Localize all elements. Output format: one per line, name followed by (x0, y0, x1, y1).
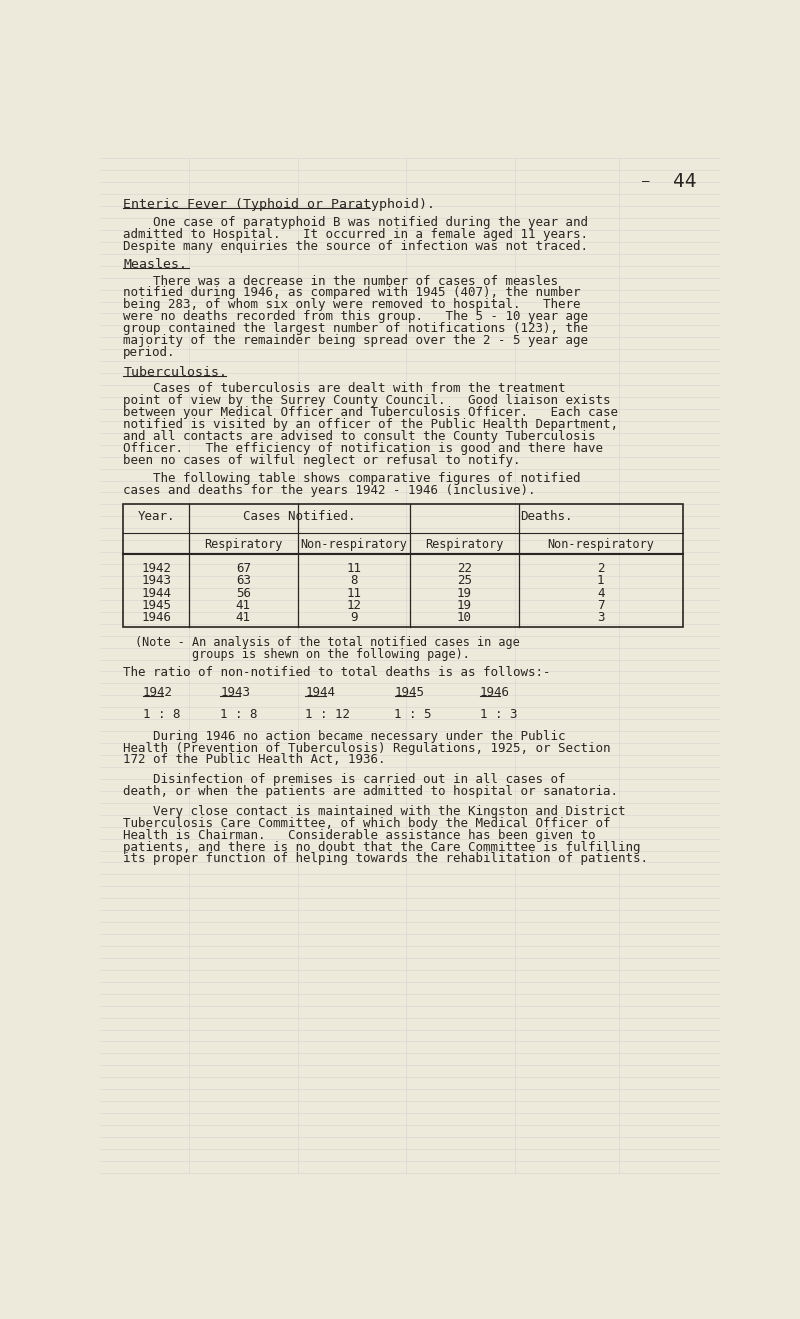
Text: Non-respiratory: Non-respiratory (300, 538, 407, 550)
Text: Measles.: Measles. (123, 259, 187, 270)
Text: 1 : 5: 1 : 5 (394, 708, 432, 721)
Text: point of view by the Surrey County Council.   Good liaison exists: point of view by the Surrey County Counc… (123, 394, 610, 408)
Text: 1943: 1943 (141, 575, 171, 587)
Text: Respiratory: Respiratory (204, 538, 282, 550)
Text: During 1946 no action became necessary under the Public: During 1946 no action became necessary u… (123, 729, 566, 743)
Text: notified is visited by an officer of the Public Health Department,: notified is visited by an officer of the… (123, 418, 618, 431)
Text: —: — (642, 175, 650, 189)
Text: 1943: 1943 (220, 686, 250, 699)
Text: 7: 7 (597, 599, 605, 612)
Text: There was a decrease in the number of cases of measles: There was a decrease in the number of ca… (123, 274, 558, 288)
Text: groups is shewn on the following page).: groups is shewn on the following page). (135, 648, 470, 661)
Text: 172 of the Public Health Act, 1936.: 172 of the Public Health Act, 1936. (123, 753, 386, 766)
Text: 41: 41 (236, 599, 251, 612)
Text: 56: 56 (236, 587, 251, 600)
Text: Very close contact is maintained with the Kingston and District: Very close contact is maintained with th… (123, 805, 626, 818)
Text: 9: 9 (350, 612, 358, 624)
Text: 25: 25 (457, 575, 472, 587)
Text: Enteric Fever (Typhoid or Paratyphoid).: Enteric Fever (Typhoid or Paratyphoid). (123, 198, 435, 211)
Text: its proper function of helping towards the rehabilitation of patients.: its proper function of helping towards t… (123, 852, 648, 865)
Text: The ratio of non-notified to total deaths is as follows:-: The ratio of non-notified to total death… (123, 666, 550, 679)
Text: 19: 19 (457, 587, 472, 600)
Text: 8: 8 (350, 575, 358, 587)
Text: Tuberculosis.: Tuberculosis. (123, 365, 227, 379)
Text: 4: 4 (597, 587, 605, 600)
Text: 1 : 12: 1 : 12 (306, 708, 350, 721)
Text: Despite many enquiries the source of infection was not traced.: Despite many enquiries the source of inf… (123, 240, 588, 253)
Text: Health (Prevention of Tuberculosis) Regulations, 1925, or Section: Health (Prevention of Tuberculosis) Regu… (123, 741, 610, 754)
Text: cases and deaths for the years 1942 - 1946 (inclusive).: cases and deaths for the years 1942 - 19… (123, 484, 536, 497)
Text: 67: 67 (236, 562, 251, 575)
Text: were no deaths recorded from this group.   The 5 - 10 year age: were no deaths recorded from this group.… (123, 310, 588, 323)
Text: 44: 44 (674, 173, 697, 191)
Text: 1942: 1942 (142, 686, 173, 699)
Text: group contained the largest number of notifications (123), the: group contained the largest number of no… (123, 322, 588, 335)
Text: Year.: Year. (138, 509, 175, 522)
Text: Non-respiratory: Non-respiratory (547, 538, 654, 550)
Text: 1945: 1945 (394, 686, 425, 699)
Text: 1945: 1945 (141, 599, 171, 612)
Text: admitted to Hospital.   It occurred in a female aged 11 years.: admitted to Hospital. It occurred in a f… (123, 228, 588, 241)
Text: 1 : 8: 1 : 8 (142, 708, 180, 721)
Text: One case of paratyphoid B was notified during the year and: One case of paratyphoid B was notified d… (123, 216, 588, 230)
Text: patients, and there is no doubt that the Care Committee is fulfilling: patients, and there is no doubt that the… (123, 840, 641, 853)
Text: 3: 3 (597, 612, 605, 624)
Text: Cases of tuberculosis are dealt with from the treatment: Cases of tuberculosis are dealt with fro… (123, 383, 566, 396)
Text: 19: 19 (457, 599, 472, 612)
Text: 41: 41 (236, 612, 251, 624)
Text: Officer.   The efficiency of notification is good and there have: Officer. The efficiency of notification … (123, 442, 603, 455)
Text: Respiratory: Respiratory (425, 538, 503, 550)
Text: notified during 1946, as compared with 1945 (407), the number: notified during 1946, as compared with 1… (123, 286, 581, 299)
Text: (Note - An analysis of the total notified cases in age: (Note - An analysis of the total notifie… (135, 636, 520, 649)
Text: 1 : 8: 1 : 8 (220, 708, 258, 721)
Text: 1942: 1942 (141, 562, 171, 575)
Text: The following table shows comparative figures of notified: The following table shows comparative fi… (123, 472, 581, 485)
Text: majority of the remainder being spread over the 2 - 5 year age: majority of the remainder being spread o… (123, 334, 588, 347)
Text: 1946: 1946 (480, 686, 510, 699)
Text: 12: 12 (346, 599, 362, 612)
Text: 1946: 1946 (141, 612, 171, 624)
Text: been no cases of wilful neglect or refusal to notify.: been no cases of wilful neglect or refus… (123, 454, 521, 467)
Text: death, or when the patients are admitted to hospital or sanatoria.: death, or when the patients are admitted… (123, 785, 618, 798)
Text: 11: 11 (346, 587, 362, 600)
Text: 1944: 1944 (306, 686, 335, 699)
Bar (123, 504, 683, 627)
Text: 1944: 1944 (141, 587, 171, 600)
Text: 11: 11 (346, 562, 362, 575)
Text: Cases Notified.: Cases Notified. (243, 509, 356, 522)
Text: 22: 22 (457, 562, 472, 575)
Text: being 283, of whom six only were removed to hospital.   There: being 283, of whom six only were removed… (123, 298, 581, 311)
Text: Tuberculosis Care Committee, of which body the Medical Officer of: Tuberculosis Care Committee, of which bo… (123, 816, 610, 830)
Text: 63: 63 (236, 575, 251, 587)
Text: between your Medical Officer and Tuberculosis Officer.   Each case: between your Medical Officer and Tubercu… (123, 406, 618, 419)
Text: 1 : 3: 1 : 3 (480, 708, 518, 721)
Text: Disinfection of premises is carried out in all cases of: Disinfection of premises is carried out … (123, 773, 566, 786)
Text: period.: period. (123, 346, 176, 359)
Text: and all contacts are advised to consult the County Tuberculosis: and all contacts are advised to consult … (123, 430, 596, 443)
Text: 10: 10 (457, 612, 472, 624)
Text: Health is Chairman.   Considerable assistance has been given to: Health is Chairman. Considerable assista… (123, 828, 596, 842)
Text: 2: 2 (597, 562, 605, 575)
Text: Deaths.: Deaths. (520, 509, 573, 522)
Text: 1: 1 (597, 575, 605, 587)
